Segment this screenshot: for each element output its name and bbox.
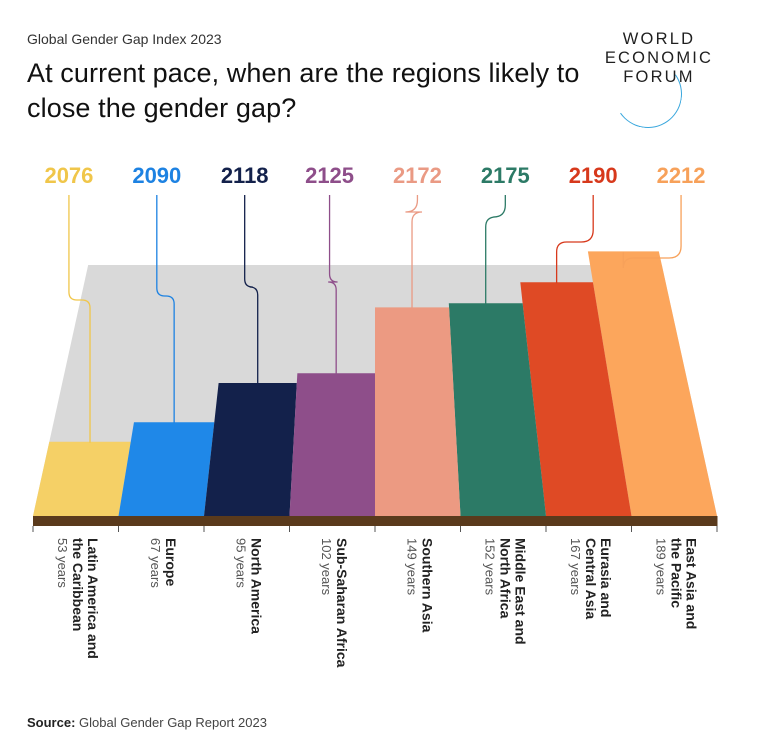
connector-line-1 [156,195,175,424]
year-label-0: 2076 [44,163,93,188]
duration-label-3: 102 years [319,538,334,596]
bar-edge-5 [460,516,547,526]
category-label-2-0: North America [248,538,264,634]
category-label-1-0: Europe [163,538,179,586]
logo-line-3: FORUM [623,68,695,86]
bar-5 [448,303,546,516]
category-label-5-1: North Africa [497,538,513,619]
bar-1 [118,422,215,516]
bar-2 [204,383,297,516]
category-label-3-0: Sub-Saharan Africa [334,538,350,668]
bar-edge-1 [118,516,205,526]
duration-label-1: 67 years [148,538,163,588]
year-label-5: 2175 [481,163,530,188]
category-label-0-1: the Caribbean [70,538,86,631]
duration-label-0: 53 years [55,538,70,588]
year-label-2: 2118 [221,163,269,188]
source-note: Source: Global Gender Gap Report 2023 [27,715,267,730]
year-label-4: 2172 [393,163,442,188]
duration-label-5: 152 years [482,538,497,596]
bar-3 [289,373,375,516]
bar-edge-4 [375,516,461,526]
bar-edge-2 [204,516,290,526]
source-text: Global Gender Gap Report 2023 [79,715,267,730]
bar-edge-7 [631,516,718,526]
connector-line-6 [555,195,594,284]
connector-line-2 [244,195,259,384]
duration-label-7: 189 years [653,538,668,596]
connector-line-3 [328,195,338,375]
duration-label-2: 95 years [233,538,248,588]
bar-edge-3 [289,516,376,526]
bar-edge-6 [546,516,632,526]
connector-line-5 [485,195,506,305]
chart-subtitle: Global Gender Gap Index 2023 [27,31,222,47]
category-label-7-1: the Pacific [668,538,684,608]
bar-edge-0 [33,516,119,526]
year-label-7: 2212 [657,163,706,188]
year-label-6: 2190 [569,163,618,188]
year-label-3: 2125 [305,163,354,188]
logo-line-2: ECONOMIC [604,49,714,67]
bar-4 [375,307,461,516]
connector-line-4 [405,195,423,309]
category-label-4-0: Southern Asia [419,538,435,633]
category-label-0-0: Latin America and [85,538,101,659]
category-label-5-0: Middle East and [512,538,528,645]
duration-label-6: 167 years [568,538,583,596]
logo-line-1: WORLD [622,30,696,48]
bar-6 [520,282,632,516]
bar-0 [33,441,131,516]
duration-label-4: 149 years [404,538,419,596]
year-label-1: 2090 [132,163,181,188]
chart-title: At current pace, when are the regions li… [27,58,580,123]
bar-7 [587,251,717,516]
category-label-6-0: Eurasia and [598,538,614,617]
category-label-6-1: Central Asia [583,538,599,619]
wef-logo: WORLD ECONOMIC FORUM [594,30,724,134]
connector-line-0 [68,195,91,443]
connector-line-7 [622,195,682,269]
source-label: Source: [27,715,76,730]
category-label-7-0: East Asia and [683,538,699,629]
